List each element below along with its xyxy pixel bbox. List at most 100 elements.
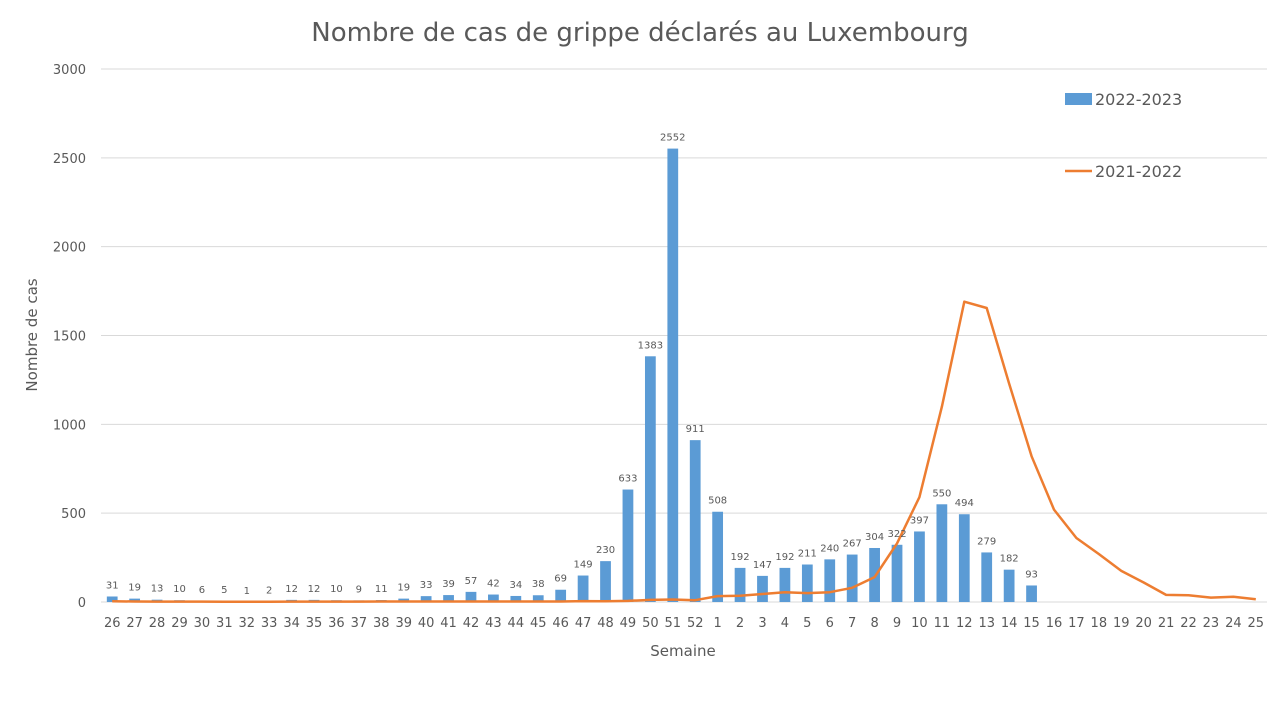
bar xyxy=(600,561,611,602)
data-label: 10 xyxy=(330,584,343,595)
line-series xyxy=(112,300,1256,604)
x-tick-label: 40 xyxy=(418,616,435,631)
x-tick-label: 8 xyxy=(870,616,878,631)
data-label: 147 xyxy=(753,560,772,571)
data-label: 34 xyxy=(509,580,522,591)
x-tick-label: 38 xyxy=(373,616,390,631)
bar xyxy=(779,567,791,602)
y-tick-label: 2500 xyxy=(53,152,86,167)
x-tick-label: 47 xyxy=(575,616,592,631)
data-label: 397 xyxy=(910,515,929,526)
bar xyxy=(1026,585,1037,602)
x-tick-label: 43 xyxy=(485,616,502,631)
data-label: 93 xyxy=(1025,569,1038,580)
data-label: 69 xyxy=(554,574,567,585)
data-label: 149 xyxy=(574,560,593,571)
bar xyxy=(689,440,701,602)
bar xyxy=(577,575,589,602)
x-tick-label: 15 xyxy=(1023,616,1040,631)
y-axis-label: Nombre de cas xyxy=(23,278,41,391)
data-label: 192 xyxy=(731,552,750,563)
bar xyxy=(106,596,118,602)
data-label: 2 xyxy=(266,586,272,597)
bar xyxy=(824,559,836,602)
bar xyxy=(914,531,925,602)
bar xyxy=(846,554,858,602)
bar xyxy=(443,595,454,602)
bar xyxy=(465,591,477,602)
x-tick-label: 35 xyxy=(306,616,323,631)
x-tick-label: 13 xyxy=(978,616,995,631)
x-tick-label: 16 xyxy=(1046,616,1063,631)
gridlines xyxy=(101,68,1267,603)
x-tick-label: 33 xyxy=(261,616,278,631)
x-tick-label: 20 xyxy=(1135,616,1152,631)
data-label: 57 xyxy=(465,576,478,587)
x-tick-label: 28 xyxy=(149,616,166,631)
y-tick-label: 2000 xyxy=(53,241,86,256)
data-label: 279 xyxy=(977,536,996,547)
x-tick-label: 23 xyxy=(1203,616,1220,631)
data-label: 211 xyxy=(798,549,817,560)
x-tick-label: 2 xyxy=(736,616,744,631)
data-label: 230 xyxy=(596,545,615,556)
data-label: 1 xyxy=(244,586,250,597)
data-label: 192 xyxy=(775,552,794,563)
data-label: 633 xyxy=(618,474,637,485)
data-label: 2552 xyxy=(660,133,685,144)
data-label: 33 xyxy=(420,580,433,591)
data-label: 11 xyxy=(375,584,388,595)
data-label: 494 xyxy=(955,498,974,509)
bar xyxy=(891,544,903,602)
x-tick-label: 24 xyxy=(1225,616,1242,631)
bar xyxy=(420,596,432,602)
data-label: 42 xyxy=(487,579,500,590)
x-tick-label: 14 xyxy=(1001,616,1018,631)
x-tick-label: 41 xyxy=(440,616,457,631)
x-tick-label: 52 xyxy=(687,616,704,631)
x-tick-label: 34 xyxy=(283,616,300,631)
data-labels: 31 19 13 10 6 5 1 2 12 12 10 9 11 19 33 39 57 42 34 3869149… xyxy=(106,133,1038,597)
data-label: 304 xyxy=(865,532,884,543)
bar xyxy=(532,595,544,602)
x-tick-label: 17 xyxy=(1068,616,1085,631)
x-tick-label: 39 xyxy=(395,616,412,631)
legend: 2022-2023 2021-2022 xyxy=(1065,90,1182,181)
x-tick-label: 31 xyxy=(216,616,233,631)
x-tick-label: 27 xyxy=(126,616,143,631)
x-tick-label: 11 xyxy=(934,616,951,631)
chart-title: Nombre de cas de grippe déclarés au Luxe… xyxy=(311,18,968,48)
bar xyxy=(801,564,813,602)
y-tick-label: 1500 xyxy=(53,330,86,345)
data-label: 322 xyxy=(887,529,906,540)
data-label: 12 xyxy=(285,584,298,595)
bar xyxy=(981,552,993,602)
y-axis-ticks: 0 500 1000 1500 2000 2500 3000 xyxy=(53,63,86,611)
bar xyxy=(958,514,970,602)
x-tick-label: 22 xyxy=(1180,616,1197,631)
x-tick-label: 29 xyxy=(171,616,188,631)
x-tick-label: 6 xyxy=(826,616,834,631)
legend-label-line: 2021-2022 xyxy=(1095,162,1182,181)
data-label: 39 xyxy=(442,579,455,590)
y-tick-label: 0 xyxy=(78,596,86,611)
x-tick-label: 5 xyxy=(803,616,811,631)
bar xyxy=(622,489,634,602)
x-tick-label: 36 xyxy=(328,616,345,631)
x-tick-label: 10 xyxy=(911,616,928,631)
x-tick-label: 1 xyxy=(713,616,721,631)
x-tick-label: 9 xyxy=(893,616,901,631)
data-label: 10 xyxy=(173,584,186,595)
y-tick-label: 500 xyxy=(61,507,86,522)
bar xyxy=(667,148,679,602)
data-label: 1383 xyxy=(638,340,663,351)
y-tick-label: 1000 xyxy=(53,418,86,433)
data-label: 911 xyxy=(686,424,705,435)
data-label: 6 xyxy=(199,585,205,596)
data-label: 182 xyxy=(1000,554,1019,565)
x-tick-label: 42 xyxy=(463,616,480,631)
data-label: 38 xyxy=(532,579,545,590)
x-tick-label: 51 xyxy=(665,616,682,631)
